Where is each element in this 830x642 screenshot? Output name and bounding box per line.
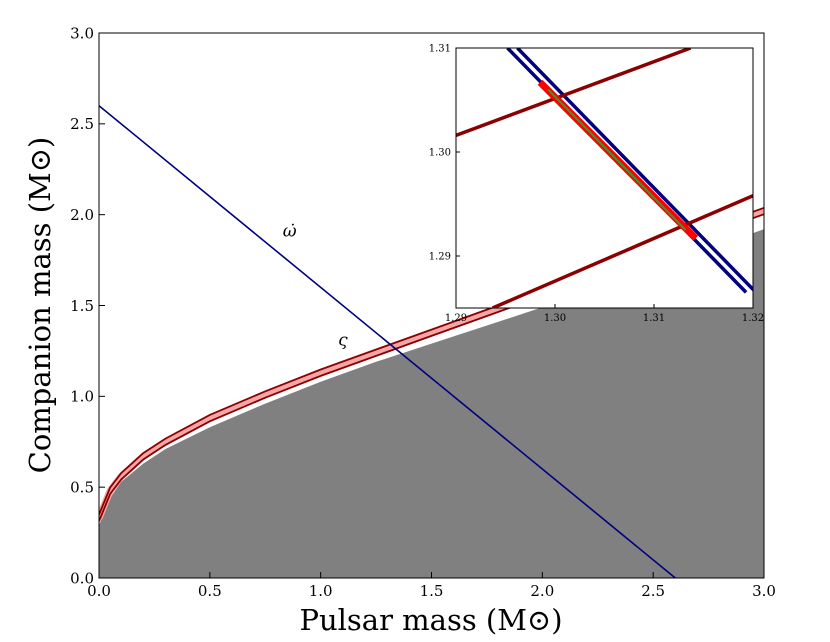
inset-varsigma-upper [456, 48, 692, 138]
main-y-tick-label: 1.0 [70, 388, 94, 406]
inset-x-tick-label: 1.32 [742, 313, 764, 324]
inset-x-tick-label: 1.31 [643, 313, 665, 324]
main-x-tick-label: 0.5 [198, 582, 222, 600]
main-x-tick-label: 2.0 [530, 582, 554, 600]
inset-background [456, 48, 753, 308]
main-axes: 0.0 0.5 1.0 1.5 2.0 2.5 3.0 0.0 0.5 1.0 1.5 2.0 2.5 3… [70, 24, 776, 600]
inset-allowed-core [547, 88, 687, 231]
main-y-tick-label: 0.0 [70, 569, 94, 587]
main-x-tick-label: 1.5 [420, 582, 444, 600]
inset-y-tick-label: 1.31 [429, 44, 451, 55]
main-y-tick-label: 2.0 [70, 206, 94, 224]
inset-varsigma-lower [491, 194, 753, 308]
series-omega-dot [99, 105, 676, 578]
inset-x-tick-label: 1.29 [445, 313, 467, 324]
inset-plot-content [456, 48, 753, 308]
inset-x-tick-label: 1.30 [544, 313, 566, 324]
main-x-tick-label: 1.0 [309, 582, 333, 600]
omega-dot-label: ω̇ [283, 221, 297, 241]
x-axis-label: Pulsar mass (M⊙) [299, 603, 562, 637]
main-x-tick-label: 2.5 [641, 582, 665, 600]
main-x-tick-label: 0.0 [87, 582, 111, 600]
inset-y-tick-label: 1.30 [429, 148, 451, 159]
main-y-tick-label: 3.0 [70, 24, 94, 42]
excluded-region [99, 229, 764, 578]
inset-y-tick-label: 1.29 [429, 252, 451, 263]
y-axis-label: Companion mass (M⊙) [23, 137, 57, 474]
main-y-tick-label: 1.5 [70, 297, 94, 315]
inset-omega-dot-upper [516, 48, 753, 292]
curve-annotations: ω̇ ς [283, 221, 348, 350]
inset-axes: 1.29 1.30 1.31 1.32 1.29 1.30 1.31 [429, 44, 764, 325]
varsigma-label: ς [338, 330, 348, 350]
main-x-tick-label: 3.0 [752, 582, 776, 600]
main-y-tick-label: 2.5 [70, 115, 94, 133]
inset-frame [455, 47, 754, 309]
main-y-tick-label: 0.5 [70, 478, 94, 496]
